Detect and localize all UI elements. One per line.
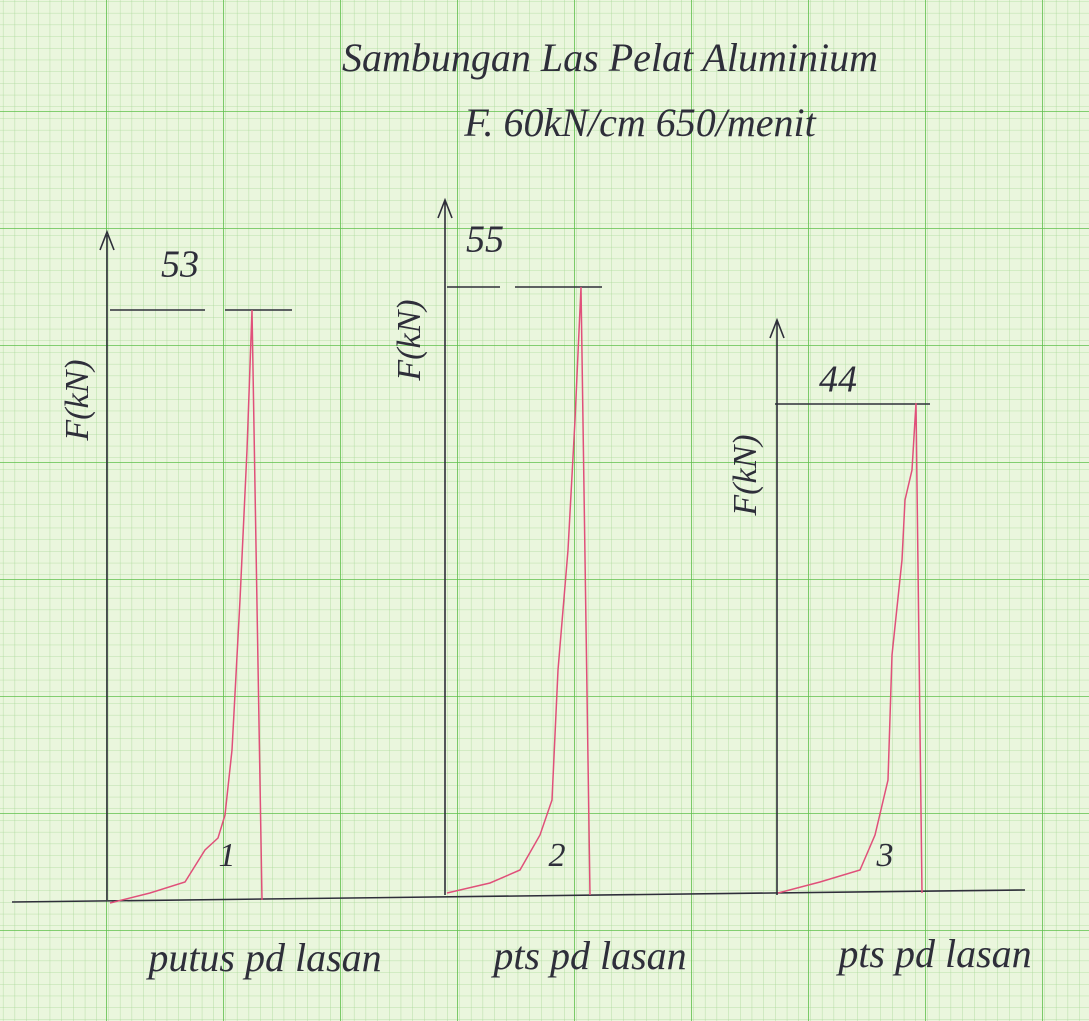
load-curve — [109, 309, 263, 904]
y-axis — [769, 317, 785, 895]
y-axis — [99, 229, 115, 900]
load-curve — [446, 286, 591, 896]
load-curve — [777, 402, 923, 894]
y-label: F(kN) — [59, 359, 96, 441]
sample-number: 2 — [549, 837, 566, 874]
caption: pts pd lasan — [835, 931, 1031, 976]
y-label: F(kN) — [391, 299, 428, 381]
y-label: F(kN) — [727, 434, 764, 516]
sample-number: 1 — [219, 837, 236, 874]
y-axis — [437, 197, 453, 895]
peak-value: 44 — [819, 359, 857, 401]
sample-number: 3 — [876, 837, 894, 874]
caption: putus pd lasan — [145, 935, 381, 980]
peak-value: 53 — [161, 244, 199, 286]
peak-value: 55 — [466, 219, 504, 261]
baseline — [11, 889, 1026, 903]
title-line-2: F. 60kN/cm 650/menit — [463, 100, 816, 145]
caption: pts pd lasan — [490, 933, 686, 978]
title-line-1: Sambungan Las Pelat Aluminium — [342, 35, 878, 80]
